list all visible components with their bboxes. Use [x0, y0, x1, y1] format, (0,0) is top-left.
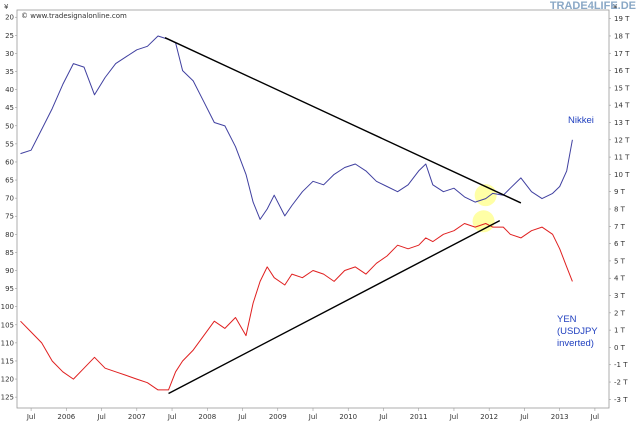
- left-tick-label: 125: [1, 394, 14, 402]
- yen-series-line: [20, 223, 573, 391]
- source-credit: © www.tradesignalonline.com: [21, 12, 127, 20]
- x-axis: Jul 2006 Jul 2007 Jul 2008 Jul 2009 Jul 2010 Jul 20…: [26, 408, 599, 421]
- x-tick-label: 2007: [128, 413, 146, 421]
- left-axis-unit: ¥: [4, 3, 9, 11]
- left-tick-label: 70: [5, 195, 14, 203]
- left-tick-label: 20: [5, 14, 14, 22]
- right-tick-label: 13 T: [614, 119, 630, 127]
- left-tick-label: 60: [5, 158, 14, 166]
- right-tick-label: 8 T: [614, 206, 626, 214]
- right-tick-label: 1 T: [614, 327, 626, 335]
- left-tick-label: 30: [5, 50, 14, 58]
- x-tick-label: Jul: [237, 413, 247, 421]
- series-group: [20, 35, 573, 391]
- left-tick-label: 75: [5, 213, 14, 221]
- left-tick-label: 90: [5, 267, 14, 275]
- highlight-circle: [474, 184, 497, 207]
- trendlines: [164, 37, 522, 395]
- right-tick-label: -1 T: [614, 361, 628, 369]
- x-tick-label: Jul: [26, 413, 36, 421]
- right-tick-label: -3 T: [614, 396, 628, 404]
- right-tick-label: 18 T: [614, 32, 630, 40]
- right-axis-unit: ¥: [613, 3, 618, 11]
- x-tick-label: 2008: [198, 413, 216, 421]
- left-tick-label: 55: [5, 140, 14, 148]
- right-tick-label: 16 T: [614, 67, 630, 75]
- right-tick-label: 11 T: [614, 154, 630, 162]
- x-tick-label: Jul: [378, 413, 388, 421]
- x-tick-label: 2013: [551, 413, 569, 421]
- right-tick-label: 19 T: [614, 15, 630, 23]
- left-tick-label: 85: [5, 249, 14, 257]
- x-tick-label: 2012: [480, 413, 498, 421]
- nikkei-label: Nikkei: [568, 115, 594, 126]
- yen-trendline: [168, 219, 501, 395]
- left-tick-label: 35: [5, 68, 14, 76]
- left-tick-label: 65: [5, 177, 14, 185]
- nikkei-trendline: [164, 37, 522, 204]
- left-tick-label: 25: [5, 32, 14, 40]
- x-tick-label: Jul: [167, 413, 177, 421]
- yen-label-line-3: inverted): [557, 338, 594, 349]
- x-tick-label: Jul: [96, 413, 106, 421]
- left-tick-label: 40: [5, 86, 14, 94]
- right-tick-label: 17 T: [614, 50, 630, 58]
- left-tick-label: 45: [5, 104, 14, 112]
- left-axis: 20 25 30 35 40 45 50 55 60 65 70 75 80 85 90 95 100 105 11…: [1, 14, 17, 402]
- right-tick-label: 2 T: [614, 309, 626, 317]
- right-tick-label: 7 T: [614, 223, 626, 231]
- left-tick-label: 100: [1, 303, 14, 311]
- x-tick-label: Jul: [519, 413, 529, 421]
- x-tick-label: Jul: [449, 413, 459, 421]
- left-tick-label: 50: [5, 122, 14, 130]
- right-tick-label: 9 T: [614, 188, 626, 196]
- yen-label-line-1: YEN: [557, 314, 577, 325]
- left-tick-label: 95: [5, 285, 14, 293]
- right-tick-label: -2 T: [614, 379, 628, 387]
- left-tick-label: 80: [5, 231, 14, 239]
- left-tick-label: 115: [1, 357, 14, 365]
- right-axis: 19 T 18 T 17 T 16 T 15 T 14 T 13 T 12 T 11 T 10 T…: [609, 15, 630, 404]
- right-tick-label: 5 T: [614, 257, 626, 265]
- right-tick-label: 0 T: [614, 344, 626, 352]
- left-tick-label: 110: [1, 339, 14, 347]
- x-tick-label: Jul: [308, 413, 318, 421]
- x-tick-label: 2010: [339, 413, 357, 421]
- x-tick-label: 2006: [57, 413, 75, 421]
- right-tick-label: 3 T: [614, 292, 626, 300]
- right-tick-label: 12 T: [614, 136, 630, 144]
- x-tick-label: 2011: [410, 413, 428, 421]
- left-tick-label: 120: [1, 376, 14, 384]
- right-tick-label: 14 T: [614, 102, 630, 110]
- nikkei-series-line: [20, 35, 573, 220]
- right-tick-label: 15 T: [614, 84, 630, 92]
- yen-label-line-2: (USDJPY: [557, 326, 598, 337]
- left-tick-label: 105: [1, 321, 14, 329]
- right-tick-label: 6 T: [614, 240, 626, 248]
- right-tick-label: 10 T: [614, 171, 630, 179]
- right-tick-label: 4 T: [614, 275, 626, 283]
- x-tick-label: 2009: [269, 413, 287, 421]
- x-tick-label: Jul: [590, 413, 600, 421]
- brand-logo-text: TRADE4LIFE.DE: [550, 0, 636, 12]
